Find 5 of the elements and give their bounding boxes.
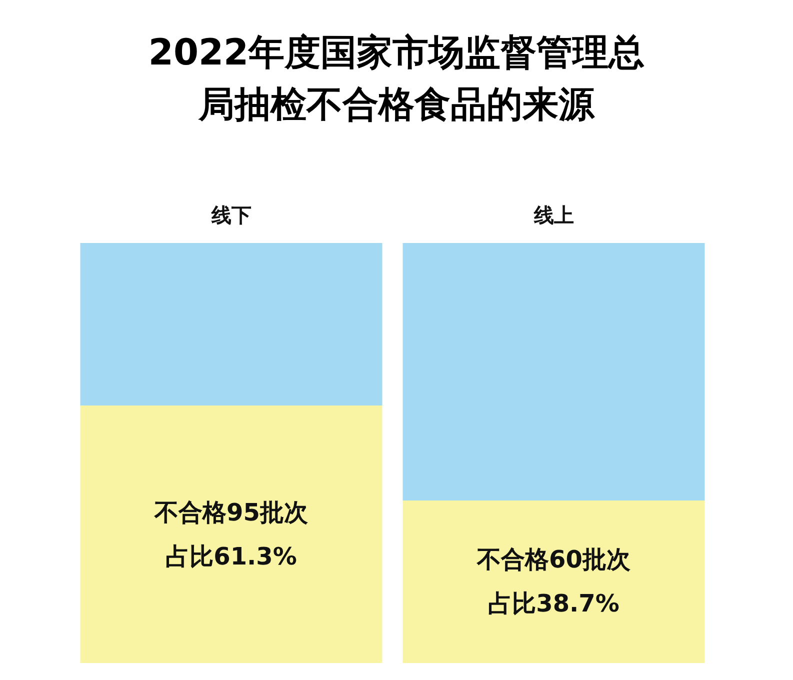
data-label: 不合格95批次占比61.3% (154, 498, 309, 570)
x-tick-label: 线上 (532, 203, 574, 227)
x-tick-label: 线下 (210, 203, 252, 227)
chart-title: 2022年度国家市场监督管理总局抽检不合格食品的来源 (148, 32, 645, 126)
data-label: 不合格60批次占比38.7% (476, 546, 632, 618)
